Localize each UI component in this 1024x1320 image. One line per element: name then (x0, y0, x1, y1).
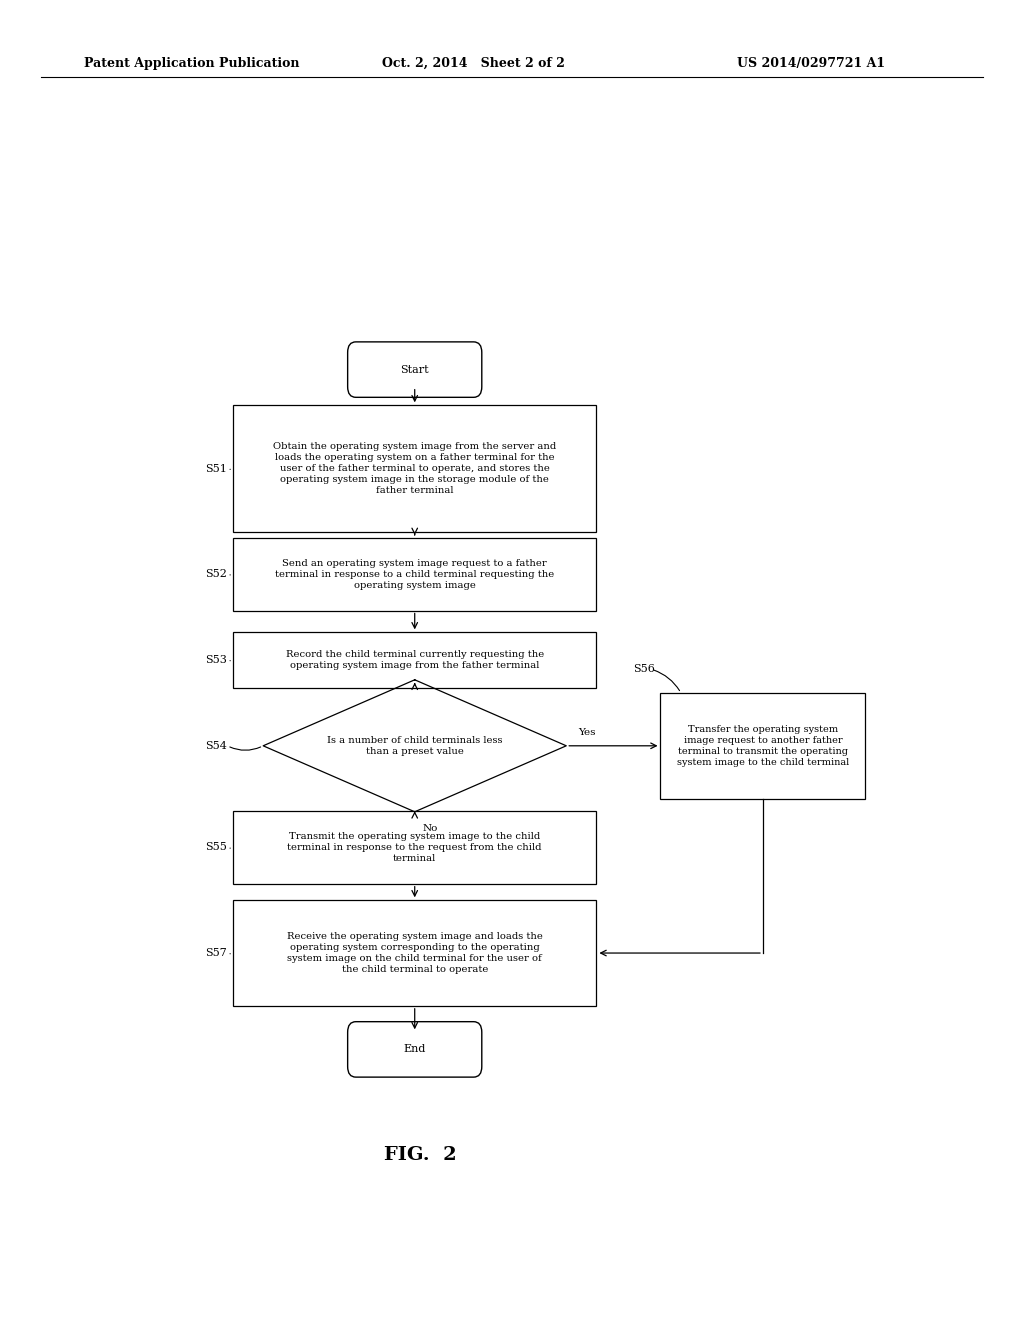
Text: Start: Start (400, 364, 429, 375)
Text: No: No (422, 825, 438, 833)
FancyBboxPatch shape (233, 810, 596, 884)
Text: End: End (403, 1044, 426, 1055)
Polygon shape (263, 680, 566, 812)
Text: US 2014/0297721 A1: US 2014/0297721 A1 (737, 57, 886, 70)
FancyBboxPatch shape (233, 539, 596, 610)
Text: S51: S51 (205, 463, 226, 474)
Text: S57: S57 (205, 948, 226, 958)
Text: S54: S54 (205, 741, 226, 751)
Text: S55: S55 (205, 842, 226, 853)
Text: Oct. 2, 2014   Sheet 2 of 2: Oct. 2, 2014 Sheet 2 of 2 (382, 57, 565, 70)
Text: Record the child terminal currently requesting the
operating system image from t: Record the child terminal currently requ… (286, 649, 544, 671)
FancyBboxPatch shape (233, 900, 596, 1006)
FancyBboxPatch shape (348, 1022, 482, 1077)
FancyBboxPatch shape (233, 405, 596, 532)
Text: S53: S53 (205, 655, 226, 665)
Text: S52: S52 (205, 569, 226, 579)
FancyBboxPatch shape (233, 632, 596, 688)
Text: Patent Application Publication: Patent Application Publication (84, 57, 299, 70)
Text: Send an operating system image request to a father
terminal in response to a chi: Send an operating system image request t… (275, 558, 554, 590)
FancyBboxPatch shape (348, 342, 482, 397)
Text: Transfer the operating system
image request to another father
terminal to transm: Transfer the operating system image requ… (677, 725, 849, 767)
Text: S56: S56 (633, 664, 654, 675)
Text: Transmit the operating system image to the child
terminal in response to the req: Transmit the operating system image to t… (288, 832, 542, 863)
Text: Obtain the operating system image from the server and
loads the operating system: Obtain the operating system image from t… (273, 442, 556, 495)
Text: FIG.  2: FIG. 2 (384, 1146, 456, 1164)
FancyBboxPatch shape (660, 693, 865, 799)
Text: Yes: Yes (578, 729, 596, 737)
Text: Is a number of child terminals less
than a preset value: Is a number of child terminals less than… (327, 735, 503, 756)
Text: Receive the operating system image and loads the
operating system corresponding : Receive the operating system image and l… (287, 932, 543, 974)
